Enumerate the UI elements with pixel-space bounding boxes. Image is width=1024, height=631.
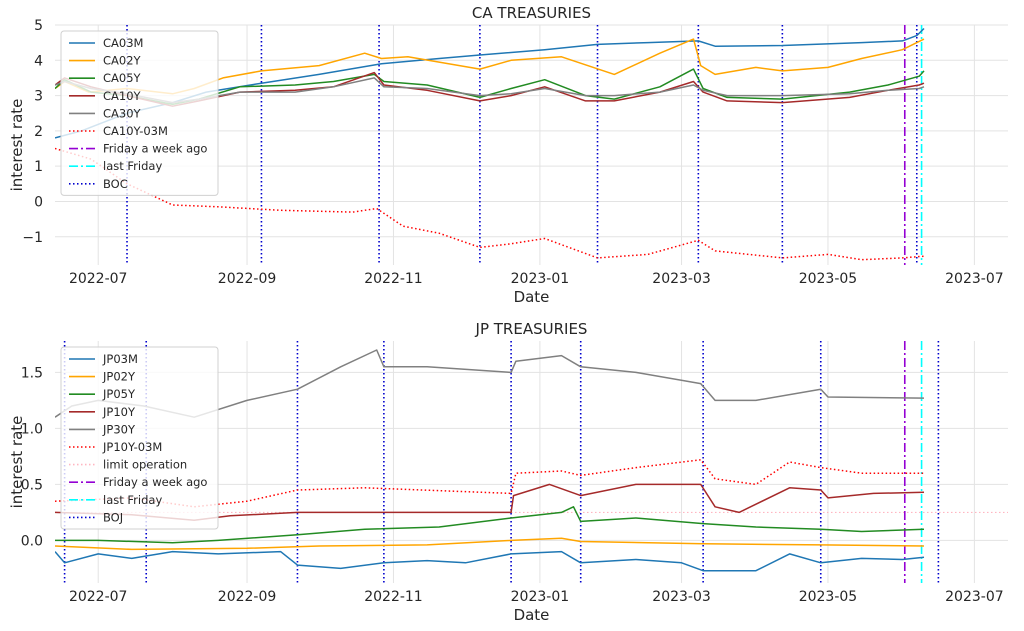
ca-x-tick-label: 2023-03 xyxy=(652,271,711,287)
jp-y-tick-label: 1.0 xyxy=(21,421,43,437)
jp-legend-label: JP10Y xyxy=(102,405,136,419)
ca-legend-box xyxy=(60,30,219,196)
jp-x-tick-label: 2022-09 xyxy=(218,589,277,605)
ca-y-tick-label: 2 xyxy=(34,124,43,140)
jp-legend-label: JP30Y xyxy=(102,422,136,436)
jp-x-tick-label: 2023-05 xyxy=(799,589,858,605)
jp-y-axis-label: interest rate xyxy=(8,416,26,509)
ca-legend-label: BOC xyxy=(103,177,128,191)
ca-x-tick-label: 2023-07 xyxy=(945,271,1004,287)
ca-y-tick-label: 0 xyxy=(34,194,43,210)
jp-legend-label: JP10Y-03M xyxy=(102,440,162,454)
ca-x-tick-label: 2023-05 xyxy=(799,271,858,287)
jp-series-jp03m xyxy=(55,550,925,572)
ca-y-tick-label: 5 xyxy=(34,18,43,34)
jp-legend-label: JP05Y xyxy=(102,387,136,401)
jp-chart-title: JP TREASURIES xyxy=(475,320,588,338)
jp-series-jp10y-03m xyxy=(55,459,924,508)
jp-y-tick-label: 1.5 xyxy=(21,365,43,381)
ca-y-tick-label: 4 xyxy=(34,53,43,69)
jp-x-tick-label: 2022-11 xyxy=(364,589,423,605)
ca-chart: 2022-07 2022-09 2022-11 2023-01 2023-03 2023-… xyxy=(8,4,1008,306)
jp-x-axis-label: Date xyxy=(514,606,550,624)
ca-legend-label: CA03M xyxy=(103,36,143,50)
jp-x-tick-label: 2023-03 xyxy=(652,589,711,605)
ca-y-tick-label: −1 xyxy=(22,230,43,246)
ca-legend-label: Friday a week ago xyxy=(103,142,207,156)
ca-legend-label: CA02Y xyxy=(103,54,142,68)
jp-series-jp02y xyxy=(55,537,925,551)
ca-y-tick-label: 1 xyxy=(34,159,43,175)
jp-legend-label: JP03M xyxy=(102,352,138,366)
ca-y-tick-label: 3 xyxy=(34,89,43,105)
jp-series-jp10y xyxy=(55,483,925,522)
ca-x-tick-label: 2022-07 xyxy=(69,271,128,287)
ca-legend-label: CA30Y xyxy=(103,106,142,120)
ca-legend-label: last Friday xyxy=(103,159,162,173)
ca-chart-title: CA TREASURIES xyxy=(472,4,591,22)
jp-series-jp05y xyxy=(55,506,925,544)
jp-legend-box xyxy=(60,346,219,530)
jp-y-tick-label: 0.0 xyxy=(21,533,43,549)
jp-x-tick-label: 2023-01 xyxy=(511,589,570,605)
ca-legend-label: CA10Y xyxy=(103,89,142,103)
jp-legend-label: BOJ xyxy=(103,510,123,524)
jp-legend-label: Friday a week ago xyxy=(103,475,207,489)
jp-x-tick-label: 2023-07 xyxy=(945,589,1004,605)
ca-x-tick-label: 2022-11 xyxy=(364,271,423,287)
ca-legend-label: CA05Y xyxy=(103,71,142,85)
ca-legend-label: CA10Y-03M xyxy=(103,124,168,138)
ca-x-axis-label: Date xyxy=(514,288,550,306)
ca-y-axis-label: interest rate xyxy=(8,99,26,192)
jp-legend-label: last Friday xyxy=(103,493,162,507)
jp-x-tick-label: 2022-07 xyxy=(69,589,128,605)
ca-legend: CA03M CA02Y CA05Y CA10Y CA30Y CA10Y-03M Friday… xyxy=(60,30,219,196)
ca-x-tick-label: 2022-09 xyxy=(218,271,277,287)
jp-chart: 2022-07 2022-09 2022-11 2023-01 2023-03 2023-… xyxy=(8,320,1008,624)
jp-legend-label: limit operation xyxy=(103,458,187,472)
ca-x-tick-label: 2023-01 xyxy=(511,271,570,287)
jp-legend: JP03M JP02Y JP05Y JP10Y JP30Y JP10Y-03M limit … xyxy=(60,346,219,530)
jp-y-tick-label: 0.5 xyxy=(21,477,43,493)
jp-legend-label: JP02Y xyxy=(102,370,136,384)
